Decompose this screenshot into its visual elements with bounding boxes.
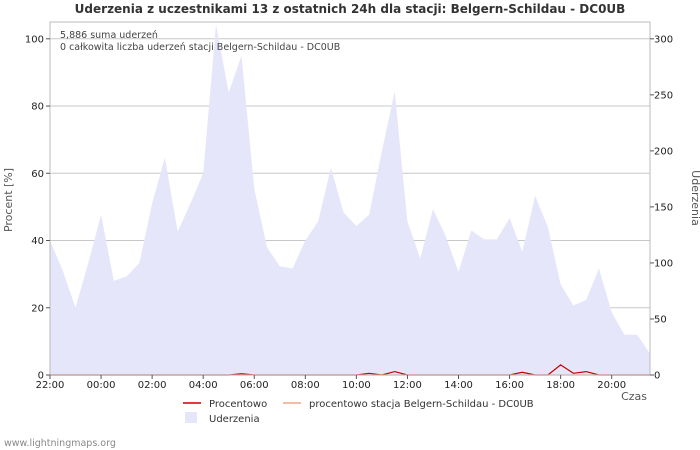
y-axis-right: 0 50 100 150 200 250 300 (650, 34, 673, 382)
y-axis-right-label: Uderzenia (689, 170, 700, 226)
y-right-tick-label-4: 200 (654, 146, 673, 157)
legend-label-uderzenia: Uderzenia (209, 414, 260, 425)
legend-swatch-uderzenia (185, 412, 197, 423)
y-right-tick-label-2: 100 (654, 258, 673, 269)
footer-credit: www.lightningmaps.org (4, 438, 116, 449)
x-tick-label-1: 00:00 (87, 380, 116, 391)
annotation-station: 0 całkowita liczba uderzeń stacji Belger… (60, 42, 340, 53)
x-tick-label-3: 04:00 (189, 380, 218, 391)
y-axis-left-label: Procent [%] (2, 168, 15, 232)
series-area-uderzenia (50, 24, 650, 375)
legend-label-procentowo: Procentowo (209, 399, 267, 410)
x-tick-label-11: 20:00 (597, 380, 626, 391)
area-layer (50, 24, 650, 375)
x-tick-label-10: 18:00 (546, 380, 575, 391)
x-tick-label-6: 10:00 (342, 380, 371, 391)
annotation-total: 5,886 suma uderzeń (60, 30, 158, 41)
x-tick-label-2: 02:00 (138, 380, 167, 391)
y-right-tick-label-0: 0 (654, 371, 660, 382)
y-right-tick-label-1: 50 (654, 314, 667, 325)
y-left-tick-label-1: 20 (31, 303, 44, 314)
x-axis-label: Czas (621, 390, 647, 403)
y-right-tick-label-5: 250 (654, 90, 673, 101)
legend: Procentowo procentowo stacja Belgern-Sch… (183, 399, 534, 425)
x-tick-label-9: 16:00 (495, 380, 524, 391)
x-tick-label-5: 08:00 (291, 380, 320, 391)
x-tick-label-7: 12:00 (393, 380, 422, 391)
y-left-tick-label-2: 40 (31, 236, 44, 247)
chart-title: Uderzenia z uczestnikami 13 z ostatnich … (75, 2, 626, 16)
plot-frame (49, 21, 651, 376)
legend-label-station: procentowo stacja Belgern-Schildau - DC0… (309, 399, 534, 410)
x-tick-label-0: 22:00 (36, 380, 65, 391)
y-left-tick-label-5: 100 (25, 34, 44, 45)
y-axis-left: 0 20 40 60 80 100 (25, 34, 50, 382)
x-tick-label-8: 14:00 (444, 380, 473, 391)
x-tick-label-4: 06:00 (240, 380, 269, 391)
y-left-tick-label-3: 60 (31, 169, 44, 180)
y-right-tick-label-6: 300 (654, 34, 673, 45)
y-left-tick-label-4: 80 (31, 102, 44, 113)
y-right-tick-label-3: 150 (654, 202, 673, 213)
x-axis: 22:00 00:00 02:00 04:00 06:00 08:00 10:00 12:00… (36, 375, 626, 391)
y-left-tick-label-0: 0 (38, 371, 44, 382)
